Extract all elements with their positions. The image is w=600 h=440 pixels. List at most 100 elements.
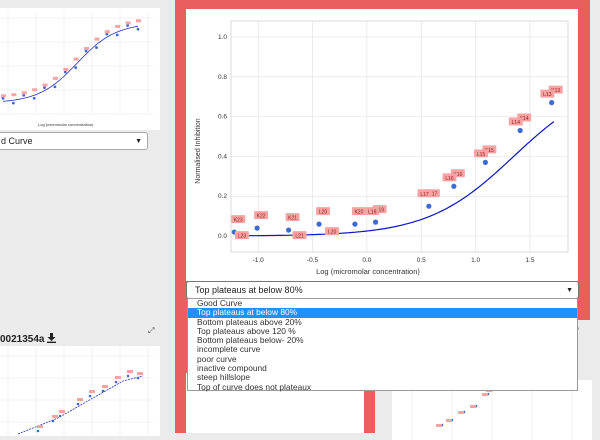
small-point-label <box>137 372 143 375</box>
small-point-label <box>482 393 488 396</box>
small-data-point <box>22 93 26 97</box>
small-data-point <box>11 101 15 105</box>
small-point-label <box>1 94 6 98</box>
curve-quality-select[interactable]: Top plateaus at below 80% ▼ <box>186 281 579 299</box>
small-data-point <box>136 27 140 31</box>
small-point-label <box>115 376 121 379</box>
data-point <box>517 127 523 134</box>
point-label: L20 <box>319 210 328 216</box>
plot-frame <box>230 20 569 253</box>
small-point-label <box>458 411 464 414</box>
data-point <box>316 221 322 227</box>
small-data-point <box>136 376 140 380</box>
dropdown-option[interactable]: Top plateaus above 120 % <box>197 325 296 336</box>
point-label: K15 <box>485 148 494 154</box>
small-point-label <box>77 398 83 401</box>
dropdown-option[interactable]: incomplete curve <box>197 344 261 355</box>
small-point-label <box>115 24 121 28</box>
small-point-label <box>32 88 38 92</box>
data-point <box>352 221 358 227</box>
small-point-label <box>59 410 65 413</box>
left-bottom-card <box>0 346 160 436</box>
expand-icon[interactable]: ⤢ <box>148 326 155 335</box>
small-point-label <box>52 76 58 80</box>
data-point <box>372 219 379 225</box>
point-label: K20 <box>354 210 363 216</box>
point-label: L23 <box>238 234 247 240</box>
y-tick-label: 1.0 <box>218 34 227 41</box>
point-label-bg <box>540 89 555 98</box>
y-tick-label: 0.0 <box>218 233 227 240</box>
y-axis-label: Normalised Inhibition <box>195 118 202 183</box>
point-label: K14 <box>520 116 529 122</box>
small-data-point <box>88 394 92 398</box>
y-tick-label: 0.2 <box>218 193 227 200</box>
small-data-point <box>95 46 98 49</box>
dropdown-option[interactable]: poor curve <box>197 353 237 364</box>
small-data-point <box>126 374 130 378</box>
point-label-bg <box>316 207 331 216</box>
point-label-bg <box>285 213 300 222</box>
small-point-label <box>436 424 442 427</box>
compound-id: 0021354a <box>0 333 57 345</box>
left-top-card: Log (micromolar concentration) <box>0 8 160 130</box>
point-label: L15 <box>477 152 486 158</box>
small-point-label <box>11 93 17 97</box>
curve-quality-dropdown: Good Curve Top plateaus at below 80% Botto… <box>187 298 578 391</box>
x-tick-label: -0.5 <box>307 257 319 264</box>
small-data-point <box>51 419 55 423</box>
point-label-bg <box>442 173 457 182</box>
y-tick-label: 0.4 <box>218 153 227 160</box>
main-plot-area: -1.0 -0.5 0.0 0.5 1.0 1.5 0.0 0.2 0.4 0.6 0.8 1.0 K… <box>186 9 578 281</box>
small-data-point <box>36 429 40 433</box>
point-label: L18 <box>368 210 377 216</box>
x-tick-label: 0.0 <box>362 257 371 264</box>
dropdown-option[interactable]: Bottom plateaus below- 20% <box>197 335 304 346</box>
small-point-label <box>104 30 110 34</box>
left-bottom-chart <box>0 346 153 436</box>
data-point <box>482 159 488 165</box>
small-data-point <box>53 85 57 89</box>
point-label: K17 <box>428 192 437 198</box>
point-label: L14 <box>512 120 521 126</box>
x-tick-label: 0.5 <box>417 257 426 264</box>
point-label: K23 <box>234 218 243 224</box>
x-tick-label: 1.5 <box>525 257 534 264</box>
x-tick-label: 1.0 <box>471 257 480 264</box>
dropdown-option[interactable]: Bottom plateaus above 20% <box>197 316 302 327</box>
small-point-label <box>73 57 79 61</box>
download-icon[interactable] <box>47 333 57 343</box>
small-point-label <box>21 91 27 95</box>
main-chart: -1.0 -0.5 0.0 0.5 1.0 1.5 0.0 0.2 0.4 0.6 0.8 1.0 K… <box>195 20 569 276</box>
left-top-select[interactable]: d Curve ▼ <box>0 132 148 150</box>
small-data-point <box>63 70 67 74</box>
x-tick-label: -1.0 <box>253 257 265 264</box>
small-point-label <box>52 415 58 418</box>
point-label-bg <box>231 215 246 224</box>
left-top-select-value: d Curve <box>1 136 33 146</box>
point-label: K22 <box>257 214 266 220</box>
point-label-bg <box>254 211 269 220</box>
y-tick-label: 0.6 <box>218 114 227 121</box>
point-label: K16 <box>453 172 462 178</box>
small-data-point <box>126 24 130 27</box>
data-point <box>549 100 555 106</box>
dropdown-option[interactable]: steep hillslope <box>197 372 251 383</box>
small-data-point <box>43 86 46 90</box>
point-label-bg <box>365 207 380 216</box>
small-point-label <box>102 385 108 388</box>
point-label: L20 <box>328 230 337 236</box>
small-point-label <box>94 37 100 41</box>
point-label: K19 <box>375 208 384 214</box>
data-point <box>426 203 432 209</box>
small-data-point <box>101 389 105 393</box>
dropdown-option[interactable]: Top of curve does not plateaux <box>197 381 312 392</box>
chevron-down-icon: ▼ <box>135 138 142 145</box>
dropdown-option[interactable]: Top plateaus at below 80% <box>188 307 577 318</box>
small-data-point <box>32 96 36 100</box>
dropdown-option[interactable]: inactive compound <box>197 363 267 374</box>
dropdown-option[interactable]: Good Curve <box>197 298 243 308</box>
small-point-label <box>42 83 48 87</box>
small-point-label <box>127 370 133 373</box>
point-label-bg <box>325 227 340 236</box>
